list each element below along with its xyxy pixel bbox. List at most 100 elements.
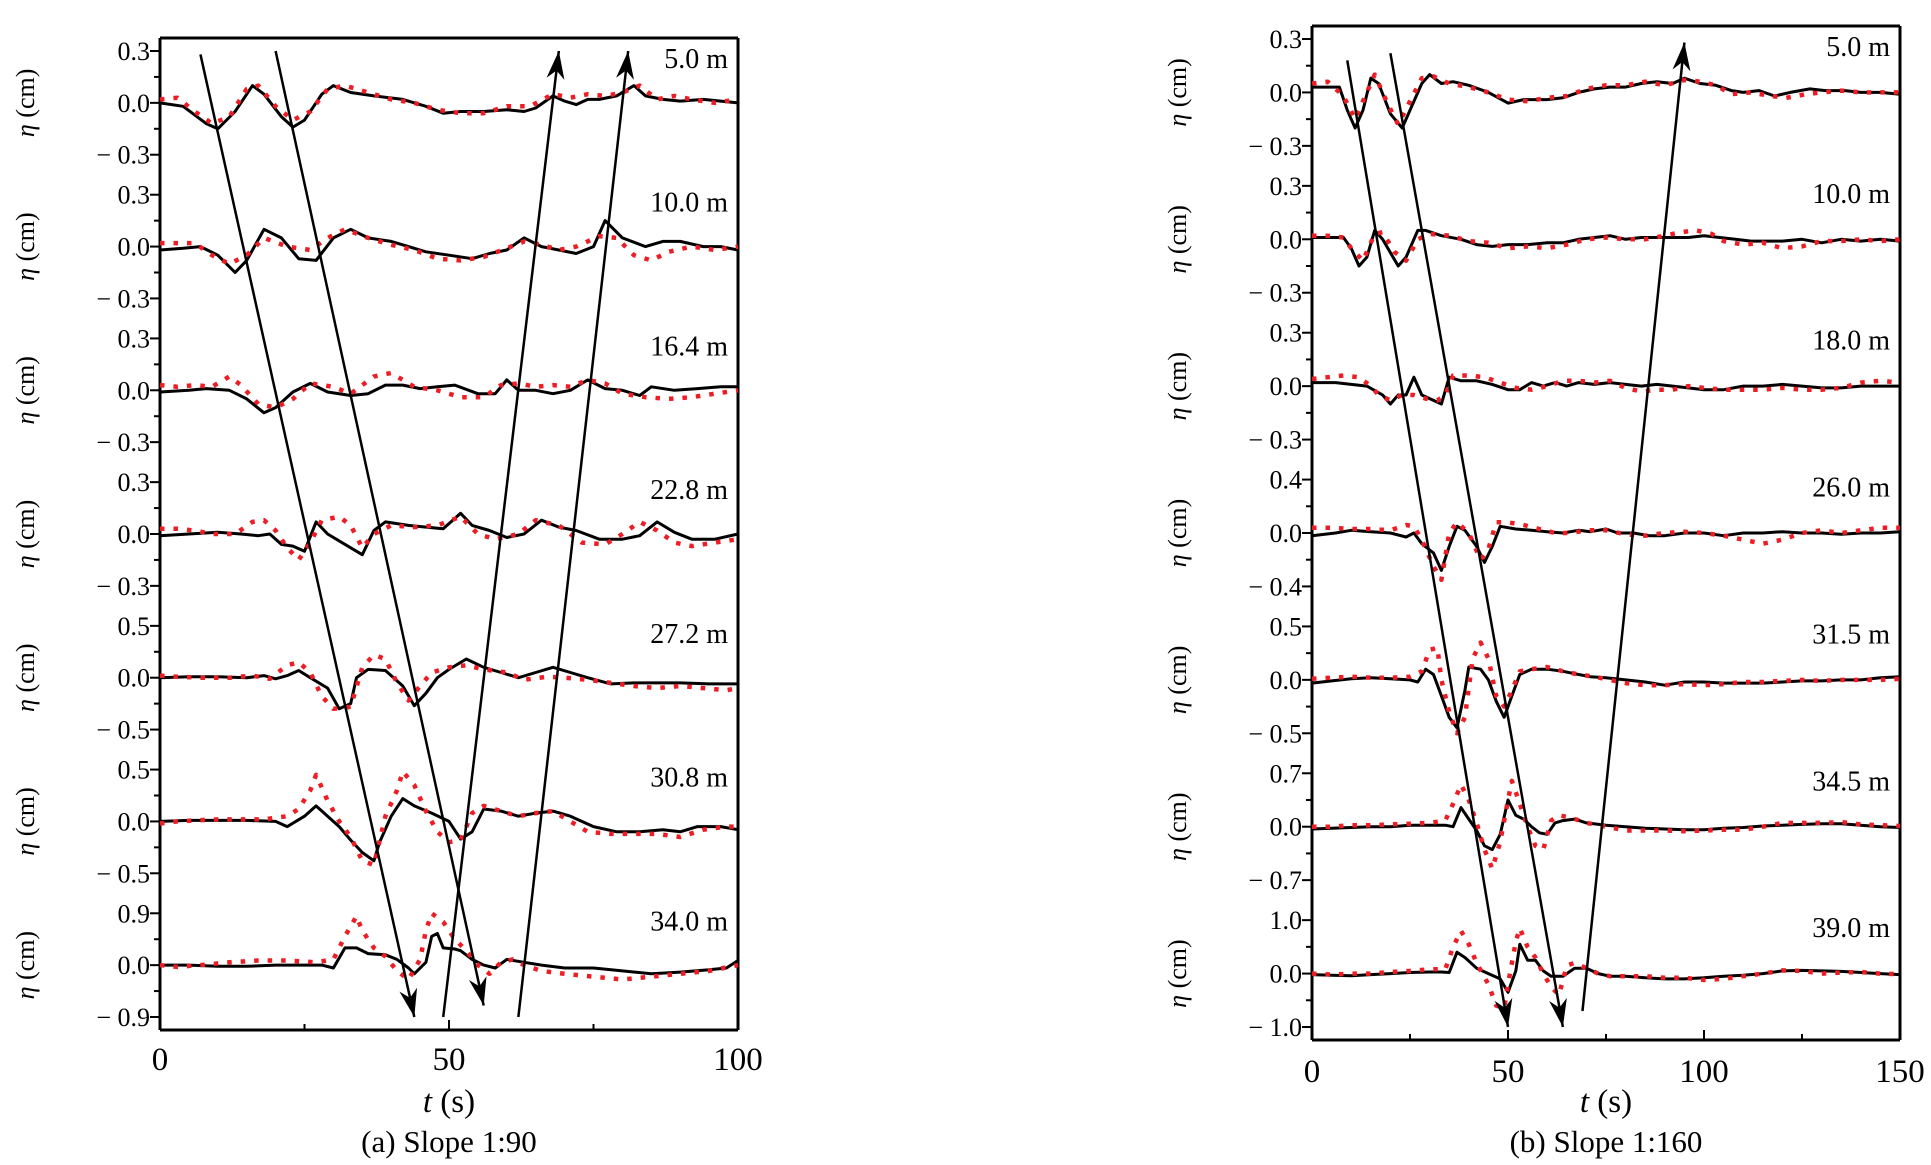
x-tick-label: 150 xyxy=(1875,1054,1925,1090)
measured-dotted-line xyxy=(160,514,739,563)
x-tick-label: 50 xyxy=(433,1042,466,1078)
y-tick-label: 0.0 xyxy=(1270,813,1303,842)
x-axis-label-unit: (s) xyxy=(1589,1084,1632,1120)
simulation-line xyxy=(158,219,740,274)
y-tick-label: 0.3 xyxy=(1270,172,1303,201)
y-axis-label-unit: (cm) xyxy=(11,69,40,125)
x-axis-label-unit: (s) xyxy=(432,1084,475,1120)
y-axis-label-unit: (cm) xyxy=(11,931,40,987)
y-axis-label: η (cm) xyxy=(1163,792,1192,861)
station-label: 10.0 m xyxy=(650,188,728,219)
y-tick-label: 0.0 xyxy=(118,89,151,118)
arrow-shaft xyxy=(1389,53,1565,1028)
y-axis-label-unit: (cm) xyxy=(11,787,40,843)
y-axis-label-var: η xyxy=(1163,848,1192,861)
y-tick-label: − 0.3 xyxy=(96,572,150,601)
simulation-line xyxy=(158,378,740,415)
y-tick-label: − 0.5 xyxy=(1248,719,1302,748)
station-label: 31.5 m xyxy=(1812,619,1890,650)
measured-dotted-line xyxy=(159,769,738,868)
simulation-line xyxy=(158,657,740,711)
y-axis-label-var: η xyxy=(1163,114,1192,127)
y-tick-label: − 0.3 xyxy=(1248,132,1302,161)
station-trace-30-8m: 0.5 0.0 − 0.5 η (cm) 30.8 m xyxy=(11,756,740,888)
y-tick-label: − 0.3 xyxy=(96,428,150,457)
y-tick-label: 0.0 xyxy=(118,807,151,836)
simulation-line xyxy=(158,932,740,976)
y-axis-label-unit: (cm) xyxy=(11,500,40,556)
y-tick-label: 0.4 xyxy=(1270,466,1303,495)
wave-path-arrow xyxy=(1346,60,1513,1028)
simulation-line xyxy=(1310,665,1902,730)
y-tick-label: 0.5 xyxy=(118,756,151,785)
station-label: 27.2 m xyxy=(650,619,728,650)
y-tick-label: 0.3 xyxy=(1270,25,1303,54)
y-tick-label: 0.3 xyxy=(118,181,151,210)
station-trace-34-5m: 0.7 0.0 − 0.7 η (cm) 34.5 m xyxy=(1163,759,1902,895)
x-tick-label: 0 xyxy=(152,1042,169,1078)
wave-path-arrow xyxy=(274,50,487,1006)
panel-caption: (a) Slope 1:90 xyxy=(361,1124,537,1159)
station-label: 34.5 m xyxy=(1812,766,1890,797)
arrow-shaft xyxy=(441,50,561,1018)
station-label: 30.8 m xyxy=(650,763,728,794)
y-axis-label-var: η xyxy=(11,843,40,856)
y-axis-label-var: η xyxy=(11,124,40,137)
measured-dotted-line xyxy=(159,911,739,982)
y-axis-label-var: η xyxy=(11,412,40,425)
arrow-head-icon xyxy=(1494,997,1513,1027)
station-trace-18-0m: 0.3 0.0 − 0.3 η (cm) 18.0 m xyxy=(1163,319,1902,455)
y-axis-label: η (cm) xyxy=(11,212,40,280)
arrow-head-icon xyxy=(399,987,418,1017)
y-tick-label: 0.9 xyxy=(118,899,151,928)
y-axis-label: η (cm) xyxy=(11,787,40,856)
y-tick-label: − 1.0 xyxy=(1248,1013,1302,1042)
wave-path-arrow xyxy=(441,50,565,1018)
y-tick-label: − 0.4 xyxy=(1248,572,1302,601)
x-axis-label-var: t xyxy=(423,1084,433,1120)
panel-a-slope-1-90: 0 50 100 t (s) (a) Slope 1:90 0.3 0.0 − 0.3 η (c… xyxy=(11,36,763,1159)
y-axis-label: η (cm) xyxy=(11,356,40,425)
y-axis-label: η (cm) xyxy=(11,500,40,569)
y-axis-label-unit: (cm) xyxy=(1163,352,1192,408)
y-axis-label-var: η xyxy=(11,986,40,999)
station-trace-10-0m: 0.3 0.0 − 0.3 η (cm) 10.0 m xyxy=(1163,172,1902,308)
station-label: 18.0 m xyxy=(1812,326,1890,357)
y-tick-label: 0.0 xyxy=(118,520,151,549)
x-axis-label: t (s) xyxy=(1580,1084,1632,1120)
station-label: 22.8 m xyxy=(650,475,728,506)
y-tick-label: − 0.3 xyxy=(96,284,150,313)
y-tick-label: 0.3 xyxy=(1270,319,1303,348)
y-tick-label: 0.5 xyxy=(118,612,151,641)
arrow-shaft xyxy=(274,50,485,1006)
y-tick-label: − 0.9 xyxy=(96,1003,150,1032)
y-tick-label: 0.3 xyxy=(118,468,151,497)
y-axis-label: η (cm) xyxy=(11,643,40,712)
y-axis-label-var: η xyxy=(11,555,40,568)
y-tick-label: − 0.5 xyxy=(96,716,150,745)
station-label: 16.4 m xyxy=(650,331,728,362)
y-tick-label: 0.0 xyxy=(1270,519,1303,548)
wave-path-arrow xyxy=(517,50,634,1018)
y-axis-label: η (cm) xyxy=(1163,646,1192,715)
y-axis-label-var: η xyxy=(1163,995,1192,1008)
simulation-line xyxy=(158,511,740,557)
station-trace-39-0m: 1.0 0.0 − 1.0 η (cm) 39.0 m xyxy=(1163,906,1902,1042)
y-axis-label-var: η xyxy=(11,699,40,712)
y-axis-label: η (cm) xyxy=(1163,352,1192,421)
arrow-head-icon xyxy=(1672,42,1691,72)
y-tick-label: 0.5 xyxy=(1270,612,1303,641)
x-axis-label: t (s) xyxy=(423,1084,475,1120)
y-axis-label-unit: (cm) xyxy=(1163,58,1192,114)
simulation-line xyxy=(158,84,740,131)
y-axis-label: η (cm) xyxy=(11,931,40,1000)
station-label: 26.0 m xyxy=(1812,473,1890,504)
y-axis-label-unit: (cm) xyxy=(11,643,40,699)
y-tick-label: 0.0 xyxy=(1270,666,1303,695)
measured-dotted-line xyxy=(159,370,739,410)
y-axis-label-unit: (cm) xyxy=(1163,205,1192,261)
y-tick-label: 0.0 xyxy=(118,376,151,405)
y-axis-label: η (cm) xyxy=(1163,499,1192,568)
y-axis-label: η (cm) xyxy=(1163,205,1192,273)
